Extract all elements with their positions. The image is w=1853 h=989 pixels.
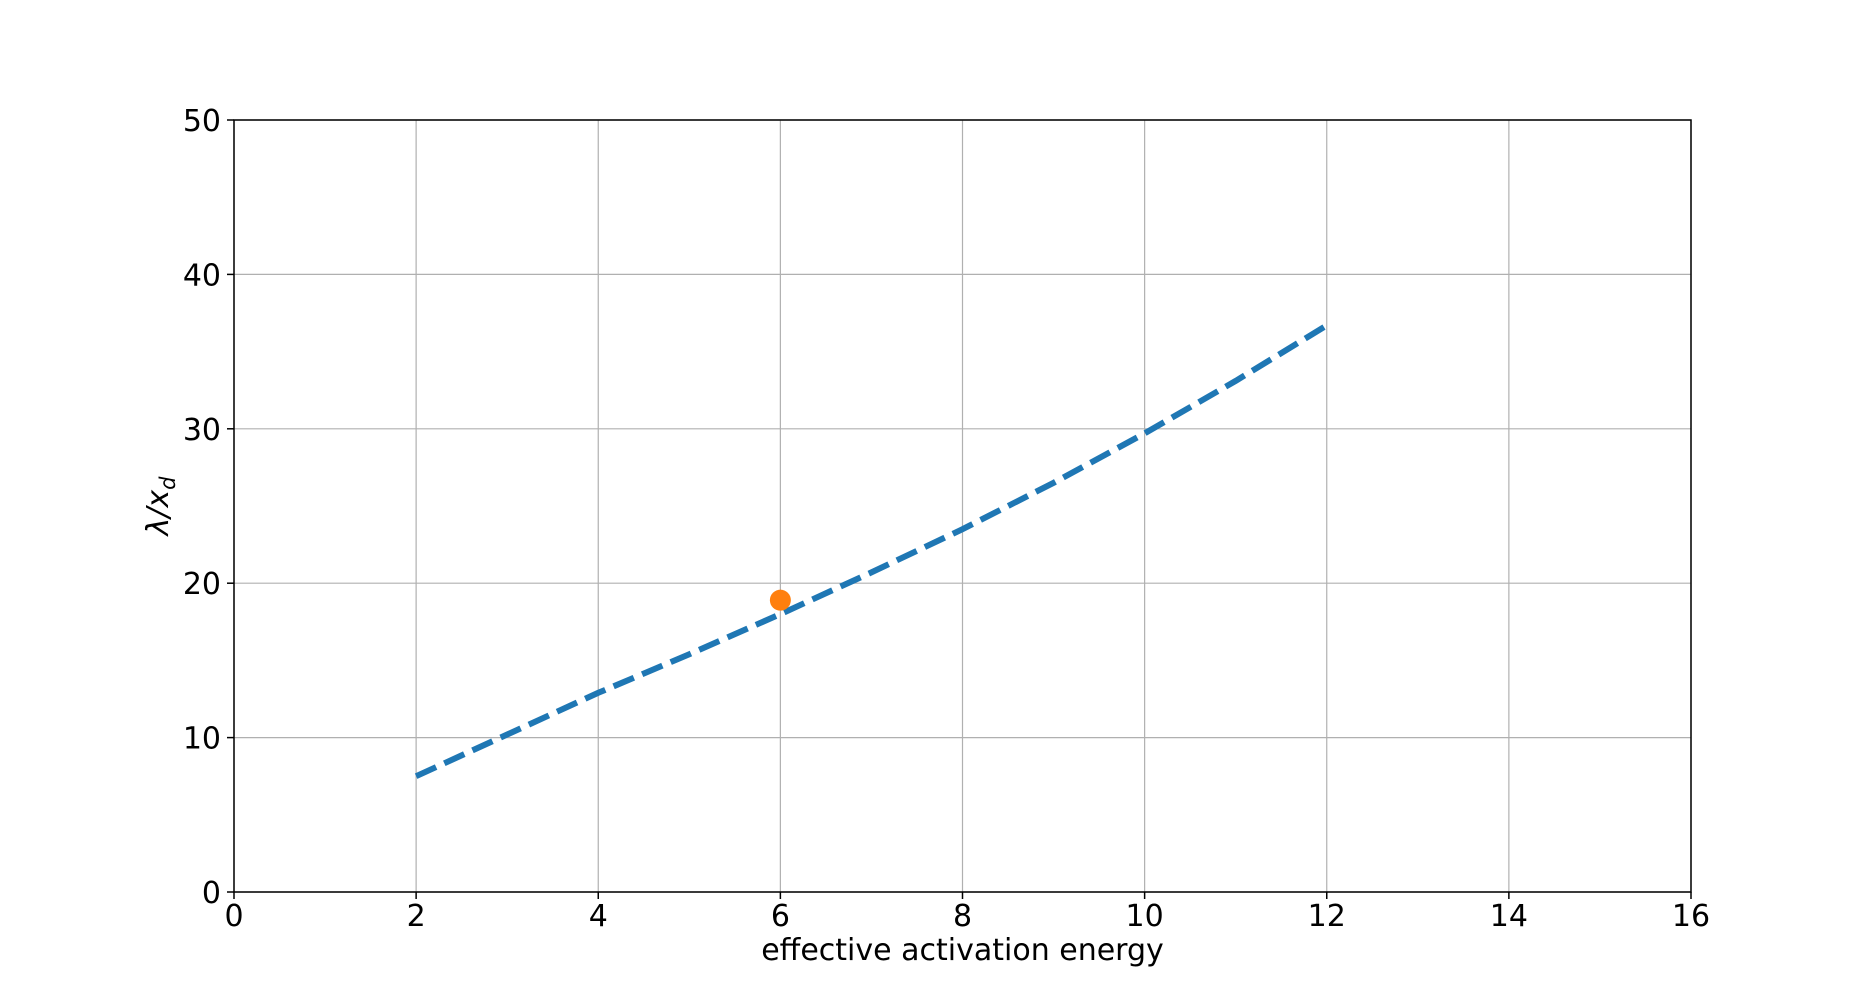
- y-tick-label: 0: [202, 876, 221, 911]
- x-tick-label: 4: [589, 899, 608, 934]
- x-tick-label: 14: [1490, 899, 1528, 934]
- x-tick-label: 10: [1126, 899, 1164, 934]
- series-line: [414, 322, 1329, 779]
- y-axis-label: λ/xd: [141, 476, 180, 538]
- y-tick-label: 30: [183, 413, 221, 448]
- tick-layer: 0 2 4 6 8 10 12 14 16 0 10 20 30 40 50: [183, 104, 1710, 934]
- series-layer: [414, 322, 1329, 779]
- x-tick-label: 12: [1308, 899, 1346, 934]
- grid-layer: [233, 119, 1692, 893]
- y-tick-label: 40: [183, 258, 221, 293]
- x-tick-label: 8: [953, 899, 972, 934]
- x-tick-label: 6: [771, 899, 790, 934]
- y-tick-label: 20: [183, 567, 221, 602]
- y-axis-label-subscript: d: [156, 476, 180, 490]
- x-axis-label: effective activation energy: [761, 933, 1164, 968]
- y-axis-label-main: λ/x: [141, 490, 176, 538]
- y-tick-label: 10: [183, 722, 221, 757]
- x-tick-label: 16: [1672, 899, 1710, 934]
- scatter-point: [769, 589, 791, 611]
- y-tick-label: 50: [183, 104, 221, 139]
- x-tick-label: 0: [224, 899, 243, 934]
- x-tick-label: 2: [407, 899, 426, 934]
